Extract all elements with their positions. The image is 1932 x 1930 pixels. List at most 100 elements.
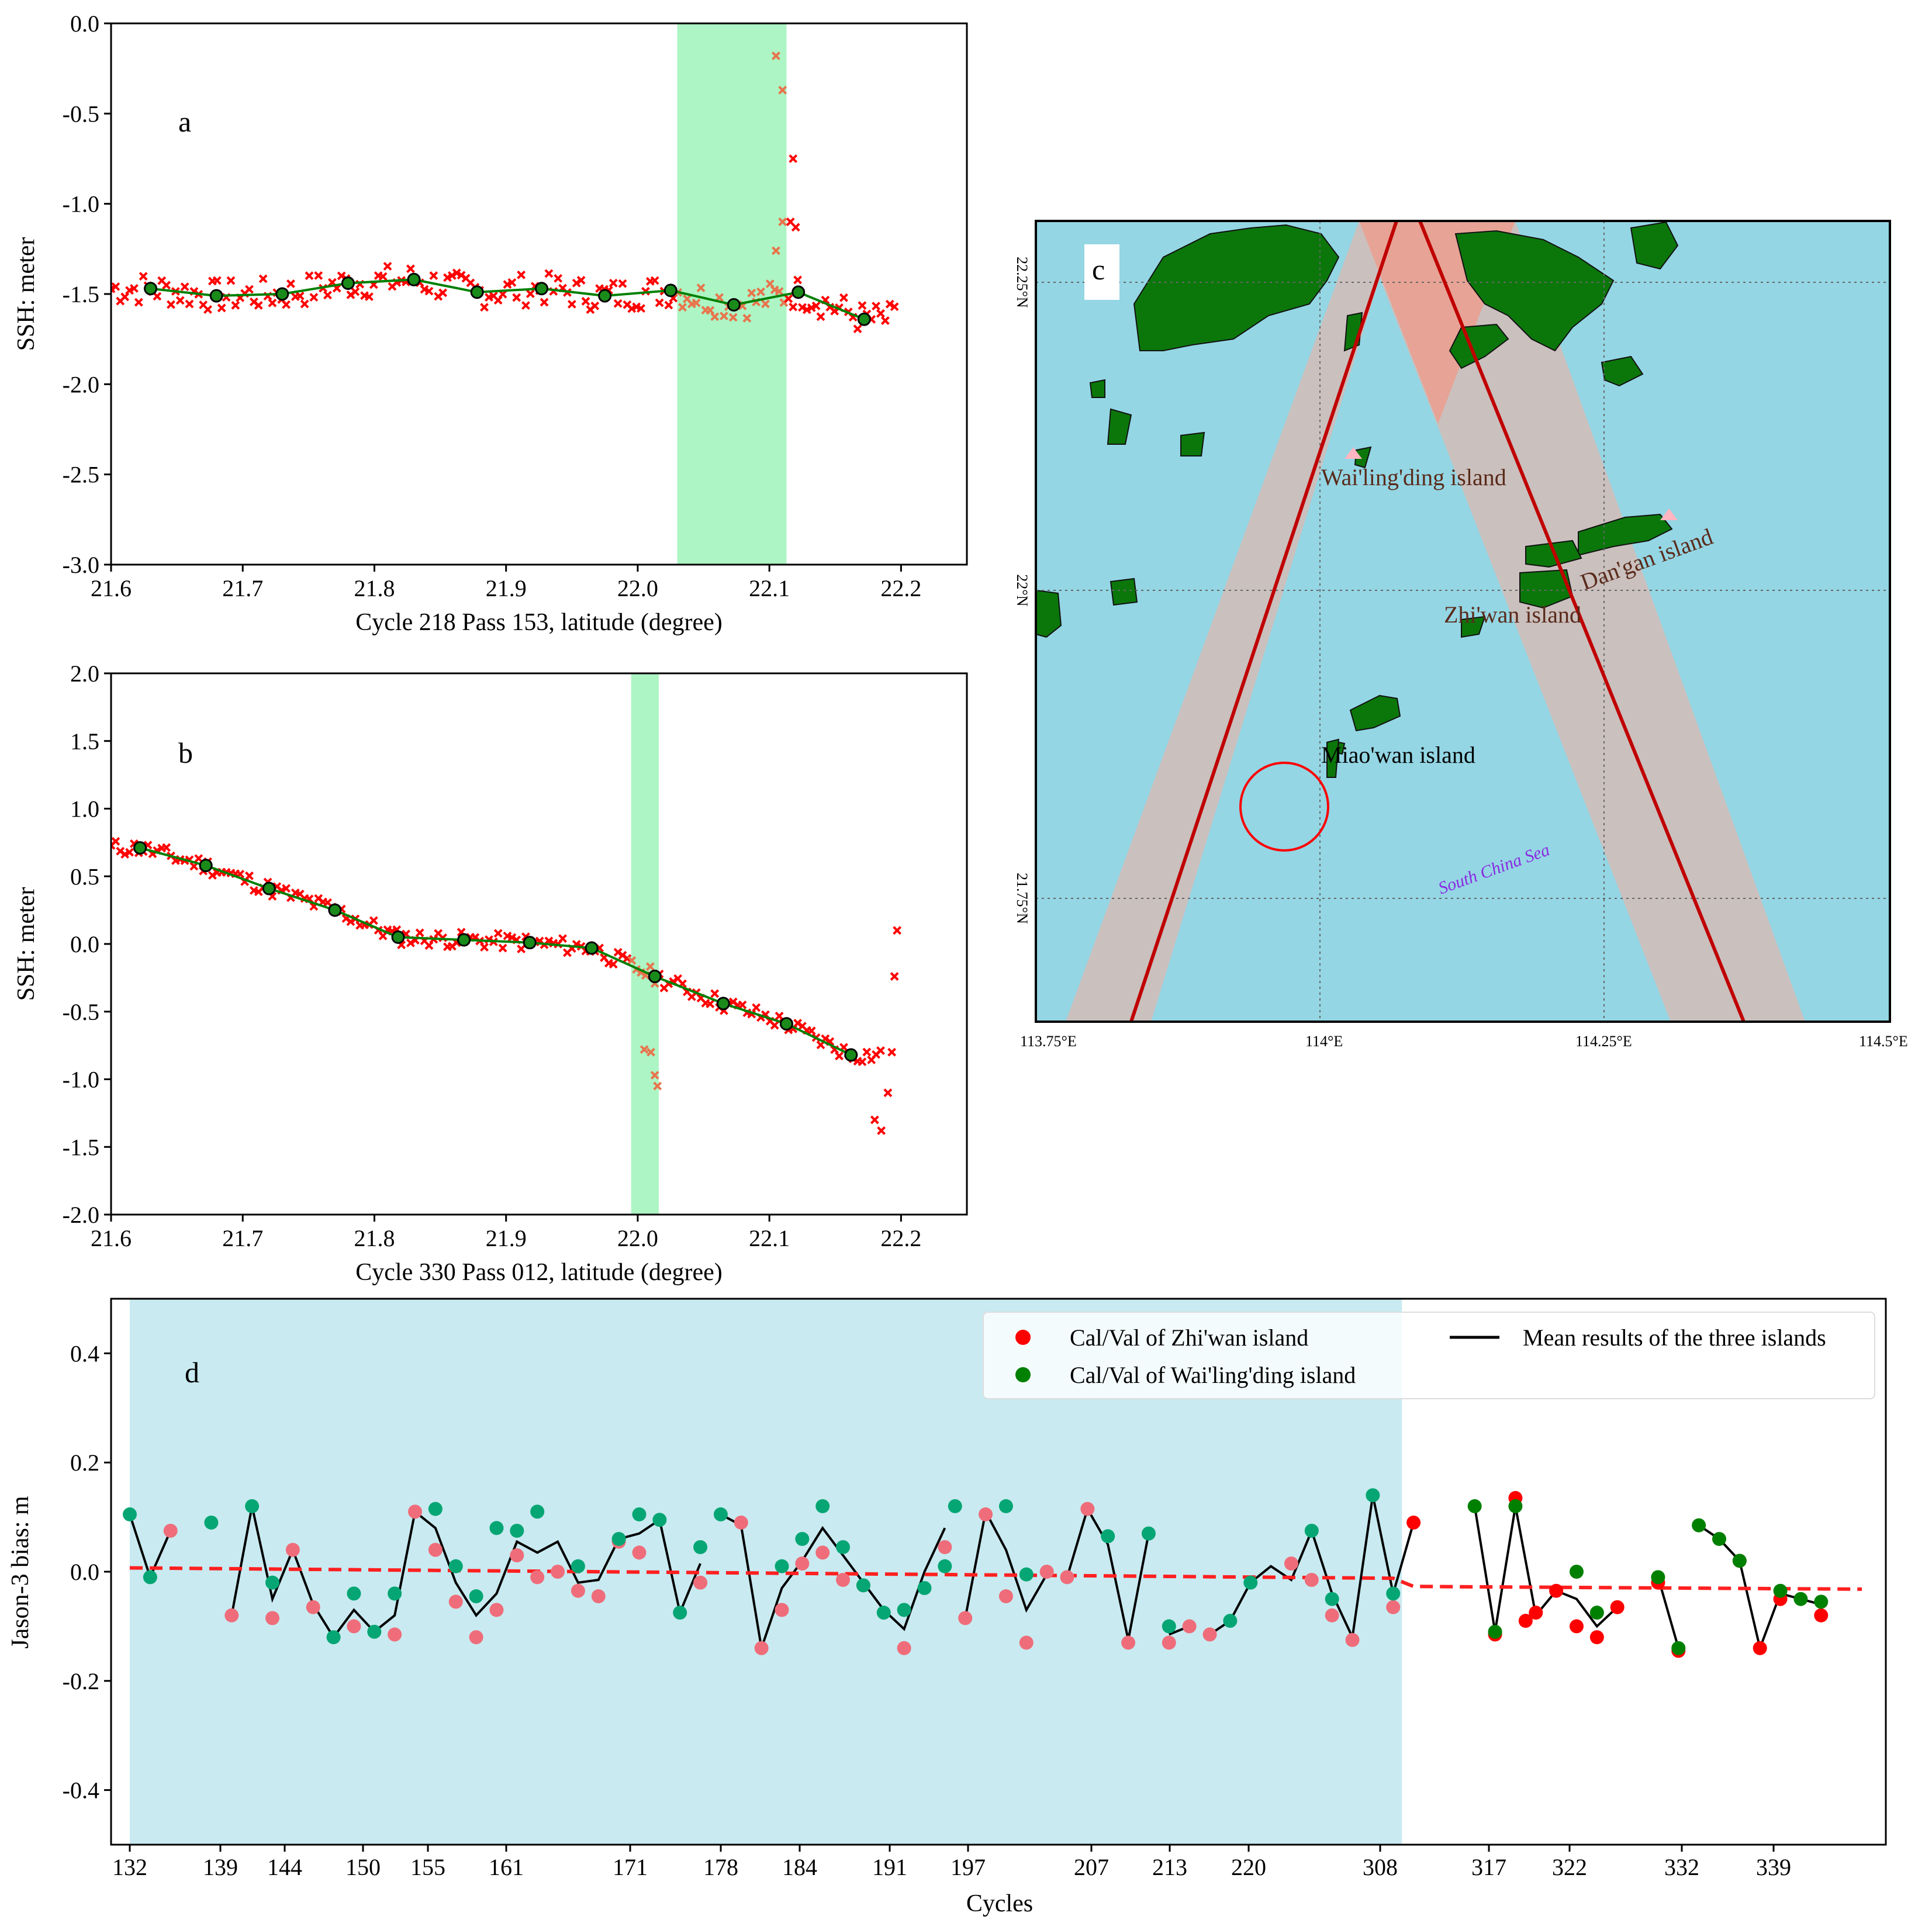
land-south-small bbox=[1336, 741, 1346, 755]
x-tick-label: 220 bbox=[1231, 1854, 1266, 1880]
x-tick-label: 132 bbox=[112, 1854, 147, 1880]
land-wailingding bbox=[1354, 446, 1372, 469]
wailingding-bias-point bbox=[1325, 1592, 1339, 1606]
zhiwan-bias-point bbox=[1325, 1608, 1339, 1623]
zhiwan-bias-point bbox=[1039, 1565, 1054, 1579]
zhiwan-bias-point bbox=[1610, 1600, 1625, 1614]
mean-ssh-point bbox=[144, 282, 158, 296]
ssh-point bbox=[609, 278, 618, 288]
ssh-point bbox=[268, 298, 277, 307]
legend-box bbox=[983, 1312, 1875, 1399]
panel-a-mean-line bbox=[144, 272, 871, 326]
mean-ssh-point bbox=[275, 287, 289, 301]
ssh-point bbox=[590, 301, 600, 310]
x-tick-label: 22.2 bbox=[880, 1225, 921, 1251]
land-dangan bbox=[1578, 513, 1673, 556]
ssh-point bbox=[346, 917, 355, 926]
ssh-point bbox=[125, 848, 134, 857]
y-tick-label: 0.4 bbox=[70, 1340, 99, 1367]
ssh-point bbox=[789, 302, 798, 312]
x-tick-label: 22.0 bbox=[617, 1225, 658, 1251]
bias-trend-line bbox=[129, 1566, 1862, 1591]
ssh-point bbox=[752, 1003, 761, 1012]
ssh-point bbox=[645, 962, 655, 971]
ssh-point bbox=[231, 301, 240, 310]
wailingding-bias-point bbox=[1366, 1488, 1380, 1503]
wailingding-bias-point bbox=[998, 1499, 1013, 1513]
zhiwan-bias-point bbox=[1549, 1583, 1564, 1598]
zhiwan-bias-point bbox=[224, 1608, 239, 1623]
ssh-point bbox=[120, 850, 130, 859]
ssh-point bbox=[503, 280, 512, 289]
panel-b: 21.6 21.7 21.8 21.9 22.0 22.1 22.2 2.0 1.5 1.0 0.5… bbox=[13, 660, 968, 1286]
lon-tick-4: 114.5°E bbox=[1859, 1033, 1908, 1050]
land-west-1 bbox=[1107, 408, 1132, 445]
wailingding-bias-point bbox=[775, 1559, 789, 1573]
y-tick-label: 1.5 bbox=[70, 728, 99, 755]
x-tick-label: 161 bbox=[489, 1854, 524, 1880]
wailingding-bias-point bbox=[489, 1521, 504, 1535]
mean-bias-line bbox=[964, 1508, 1048, 1618]
zhiwan-bias-point bbox=[1019, 1635, 1034, 1650]
ssh-outlier bbox=[893, 926, 902, 935]
mean-ssh-point bbox=[648, 970, 662, 984]
mean-ssh-point bbox=[716, 997, 730, 1011]
x-tick-label: 322 bbox=[1552, 1854, 1587, 1880]
ssh-point bbox=[853, 324, 862, 334]
ssh-point bbox=[175, 296, 185, 305]
land-zhiwan-2 bbox=[1461, 615, 1486, 638]
legend-mean-label: Mean results of the three islands bbox=[1523, 1324, 1826, 1351]
zhiwan-bias-point bbox=[1518, 1614, 1533, 1628]
ssh-point bbox=[512, 293, 521, 302]
zhiwan-bias-point bbox=[1406, 1515, 1421, 1530]
y-tick-label: -0.5 bbox=[63, 101, 99, 127]
ssh-point bbox=[816, 312, 825, 321]
panel-d-ticks: 132 139 144 150 155 161 171 178 184 191 197 207 213 2… bbox=[63, 1340, 1791, 1880]
wailingding-bias-point bbox=[571, 1559, 585, 1573]
wailingding-bias-point bbox=[326, 1630, 341, 1645]
wailingding-bias-point bbox=[367, 1624, 382, 1639]
mean-bias-line bbox=[1066, 1506, 1150, 1641]
lat-tick-1: 22.25°N bbox=[1014, 257, 1031, 308]
ssh-point bbox=[226, 276, 236, 285]
mean-ssh-point bbox=[328, 903, 342, 917]
ssh-point bbox=[655, 298, 664, 307]
ssh-outlier bbox=[877, 1126, 886, 1135]
ssh-point bbox=[802, 305, 811, 314]
ssh-point bbox=[521, 301, 530, 310]
panel-b-scatter bbox=[111, 836, 902, 1135]
wailingding-bias-point bbox=[1773, 1583, 1788, 1598]
zhiwan-bias-point bbox=[754, 1641, 769, 1655]
ssh-point bbox=[664, 300, 673, 310]
ssh-point bbox=[245, 871, 254, 880]
x-tick-label: 21.7 bbox=[222, 575, 263, 601]
x-tick-label: 197 bbox=[951, 1854, 986, 1880]
ssh-point bbox=[775, 1011, 784, 1021]
ssh-outlier bbox=[883, 1088, 893, 1098]
lat-tick-2: 22°N bbox=[1014, 574, 1031, 606]
x-tick-label: 144 bbox=[267, 1854, 302, 1880]
ssh-point bbox=[111, 836, 120, 846]
ssh-point bbox=[120, 292, 130, 302]
wailingding-bias-point bbox=[836, 1540, 851, 1554]
ssh-point bbox=[282, 884, 291, 893]
panel-a-highlight bbox=[677, 23, 787, 565]
wailingding-bias-point bbox=[632, 1507, 647, 1521]
ssh-point bbox=[429, 271, 438, 280]
wailingding-bias-point bbox=[1304, 1523, 1319, 1538]
ssh-point bbox=[876, 309, 885, 318]
ssh-point bbox=[710, 989, 720, 998]
panel-d-xlabel: Cycles bbox=[966, 1890, 1033, 1917]
ssh-point bbox=[309, 293, 319, 302]
ssh-point bbox=[323, 290, 332, 300]
ssh-point bbox=[420, 285, 429, 294]
x-tick-label: 22.0 bbox=[617, 575, 658, 601]
zhiwan-bias-point bbox=[428, 1542, 443, 1557]
wailingding-bias-point bbox=[611, 1531, 626, 1546]
panel-d-ylabel: Jason-3 bias: m bbox=[7, 1496, 34, 1649]
wailingding-bias-point bbox=[1793, 1592, 1808, 1606]
mean-ssh-point bbox=[585, 941, 599, 955]
ssh-point bbox=[650, 276, 659, 285]
zhiwan-bias-point bbox=[1304, 1573, 1319, 1587]
ssh-point bbox=[770, 1021, 779, 1030]
